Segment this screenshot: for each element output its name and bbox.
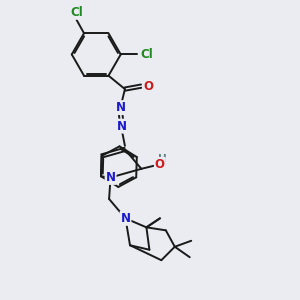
- Text: O: O: [155, 158, 165, 171]
- Text: N: N: [116, 101, 125, 114]
- Text: N: N: [121, 212, 130, 225]
- Text: N: N: [106, 171, 116, 184]
- Text: O: O: [143, 80, 153, 93]
- Text: N: N: [117, 120, 127, 133]
- Text: H: H: [158, 154, 167, 164]
- Text: Cl: Cl: [70, 6, 83, 19]
- Text: Cl: Cl: [140, 48, 153, 61]
